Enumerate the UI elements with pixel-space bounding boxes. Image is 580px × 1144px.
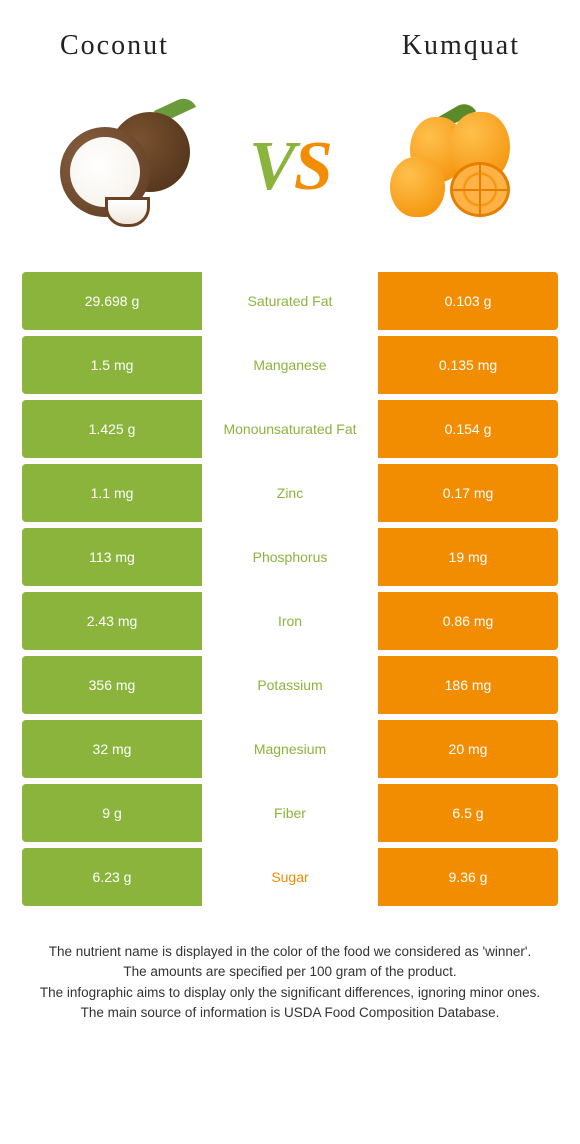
left-value-cell: 1.5 mg bbox=[22, 336, 202, 394]
title-right: Kumquat bbox=[402, 30, 520, 62]
table-row: 29.698 gSaturated Fat0.103 g bbox=[22, 272, 558, 330]
kumquat-image bbox=[380, 97, 530, 237]
nutrient-label: Magnesium bbox=[202, 720, 378, 778]
nutrient-label: Phosphorus bbox=[202, 528, 378, 586]
nutrient-label: Zinc bbox=[202, 464, 378, 522]
left-value-cell: 32 mg bbox=[22, 720, 202, 778]
table-row: 1.425 gMonounsaturated Fat0.154 g bbox=[22, 400, 558, 458]
right-value-cell: 19 mg bbox=[378, 528, 558, 586]
table-row: 113 mgPhosphorus19 mg bbox=[22, 528, 558, 586]
left-value-cell: 2.43 mg bbox=[22, 592, 202, 650]
right-value-cell: 0.86 mg bbox=[378, 592, 558, 650]
right-value-cell: 20 mg bbox=[378, 720, 558, 778]
nutrient-label: Iron bbox=[202, 592, 378, 650]
footer-line: The infographic aims to display only the… bbox=[22, 983, 558, 1003]
table-row: 32 mgMagnesium20 mg bbox=[22, 720, 558, 778]
vs-v: V bbox=[249, 128, 294, 205]
right-value-cell: 186 mg bbox=[378, 656, 558, 714]
right-value-cell: 6.5 g bbox=[378, 784, 558, 842]
footer-line: The main source of information is USDA F… bbox=[22, 1003, 558, 1023]
nutrient-label: Sugar bbox=[202, 848, 378, 906]
left-value-cell: 356 mg bbox=[22, 656, 202, 714]
vs-label: VS bbox=[249, 127, 331, 207]
right-value-cell: 0.135 mg bbox=[378, 336, 558, 394]
header: Coconut Kumquat bbox=[0, 0, 580, 72]
vs-s: S bbox=[294, 128, 331, 205]
table-row: 2.43 mgIron0.86 mg bbox=[22, 592, 558, 650]
left-value-cell: 113 mg bbox=[22, 528, 202, 586]
vs-row: VS bbox=[0, 72, 580, 272]
right-value-cell: 0.17 mg bbox=[378, 464, 558, 522]
table-row: 9 gFiber6.5 g bbox=[22, 784, 558, 842]
table-row: 356 mgPotassium186 mg bbox=[22, 656, 558, 714]
footer-line: The nutrient name is displayed in the co… bbox=[22, 942, 558, 962]
table-row: 1.5 mgManganese0.135 mg bbox=[22, 336, 558, 394]
left-value-cell: 1.425 g bbox=[22, 400, 202, 458]
coconut-image bbox=[50, 97, 200, 237]
right-value-cell: 0.103 g bbox=[378, 272, 558, 330]
left-value-cell: 6.23 g bbox=[22, 848, 202, 906]
nutrient-label: Potassium bbox=[202, 656, 378, 714]
nutrient-table: 29.698 gSaturated Fat0.103 g 1.5 mgMangan… bbox=[0, 272, 580, 906]
nutrient-label: Saturated Fat bbox=[202, 272, 378, 330]
right-value-cell: 0.154 g bbox=[378, 400, 558, 458]
nutrient-label: Monounsaturated Fat bbox=[202, 400, 378, 458]
footer-notes: The nutrient name is displayed in the co… bbox=[0, 912, 580, 1023]
left-value-cell: 9 g bbox=[22, 784, 202, 842]
left-value-cell: 1.1 mg bbox=[22, 464, 202, 522]
table-row: 6.23 gSugar9.36 g bbox=[22, 848, 558, 906]
nutrient-label: Fiber bbox=[202, 784, 378, 842]
nutrient-label: Manganese bbox=[202, 336, 378, 394]
title-left: Coconut bbox=[60, 30, 169, 62]
right-value-cell: 9.36 g bbox=[378, 848, 558, 906]
footer-line: The amounts are specified per 100 gram o… bbox=[22, 962, 558, 982]
table-row: 1.1 mgZinc0.17 mg bbox=[22, 464, 558, 522]
left-value-cell: 29.698 g bbox=[22, 272, 202, 330]
